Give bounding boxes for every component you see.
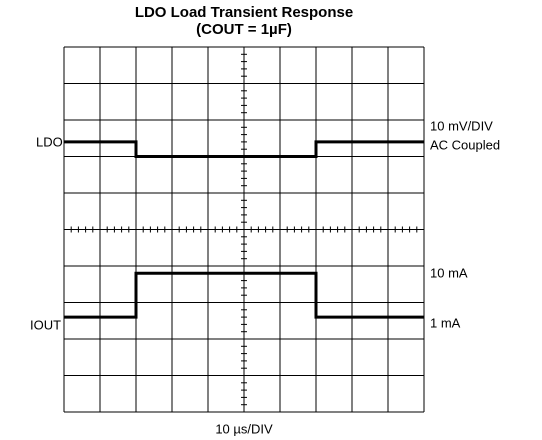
x-axis-label: 10 µs/DIV [215, 421, 273, 436]
annotation: 10 mV/DIV [430, 118, 493, 133]
annotation: AC Coupled [430, 137, 500, 152]
chart-title: LDO Load Transient Response [135, 4, 353, 21]
chart-subtitle: (COUT = 1µF) [196, 21, 292, 38]
trace [64, 271, 424, 319]
annotation: 1 mA [430, 315, 461, 330]
annotation: 10 mA [430, 265, 468, 280]
series-label: LDO [36, 134, 63, 149]
trace [64, 140, 424, 158]
series-label: IOUT [30, 317, 61, 332]
